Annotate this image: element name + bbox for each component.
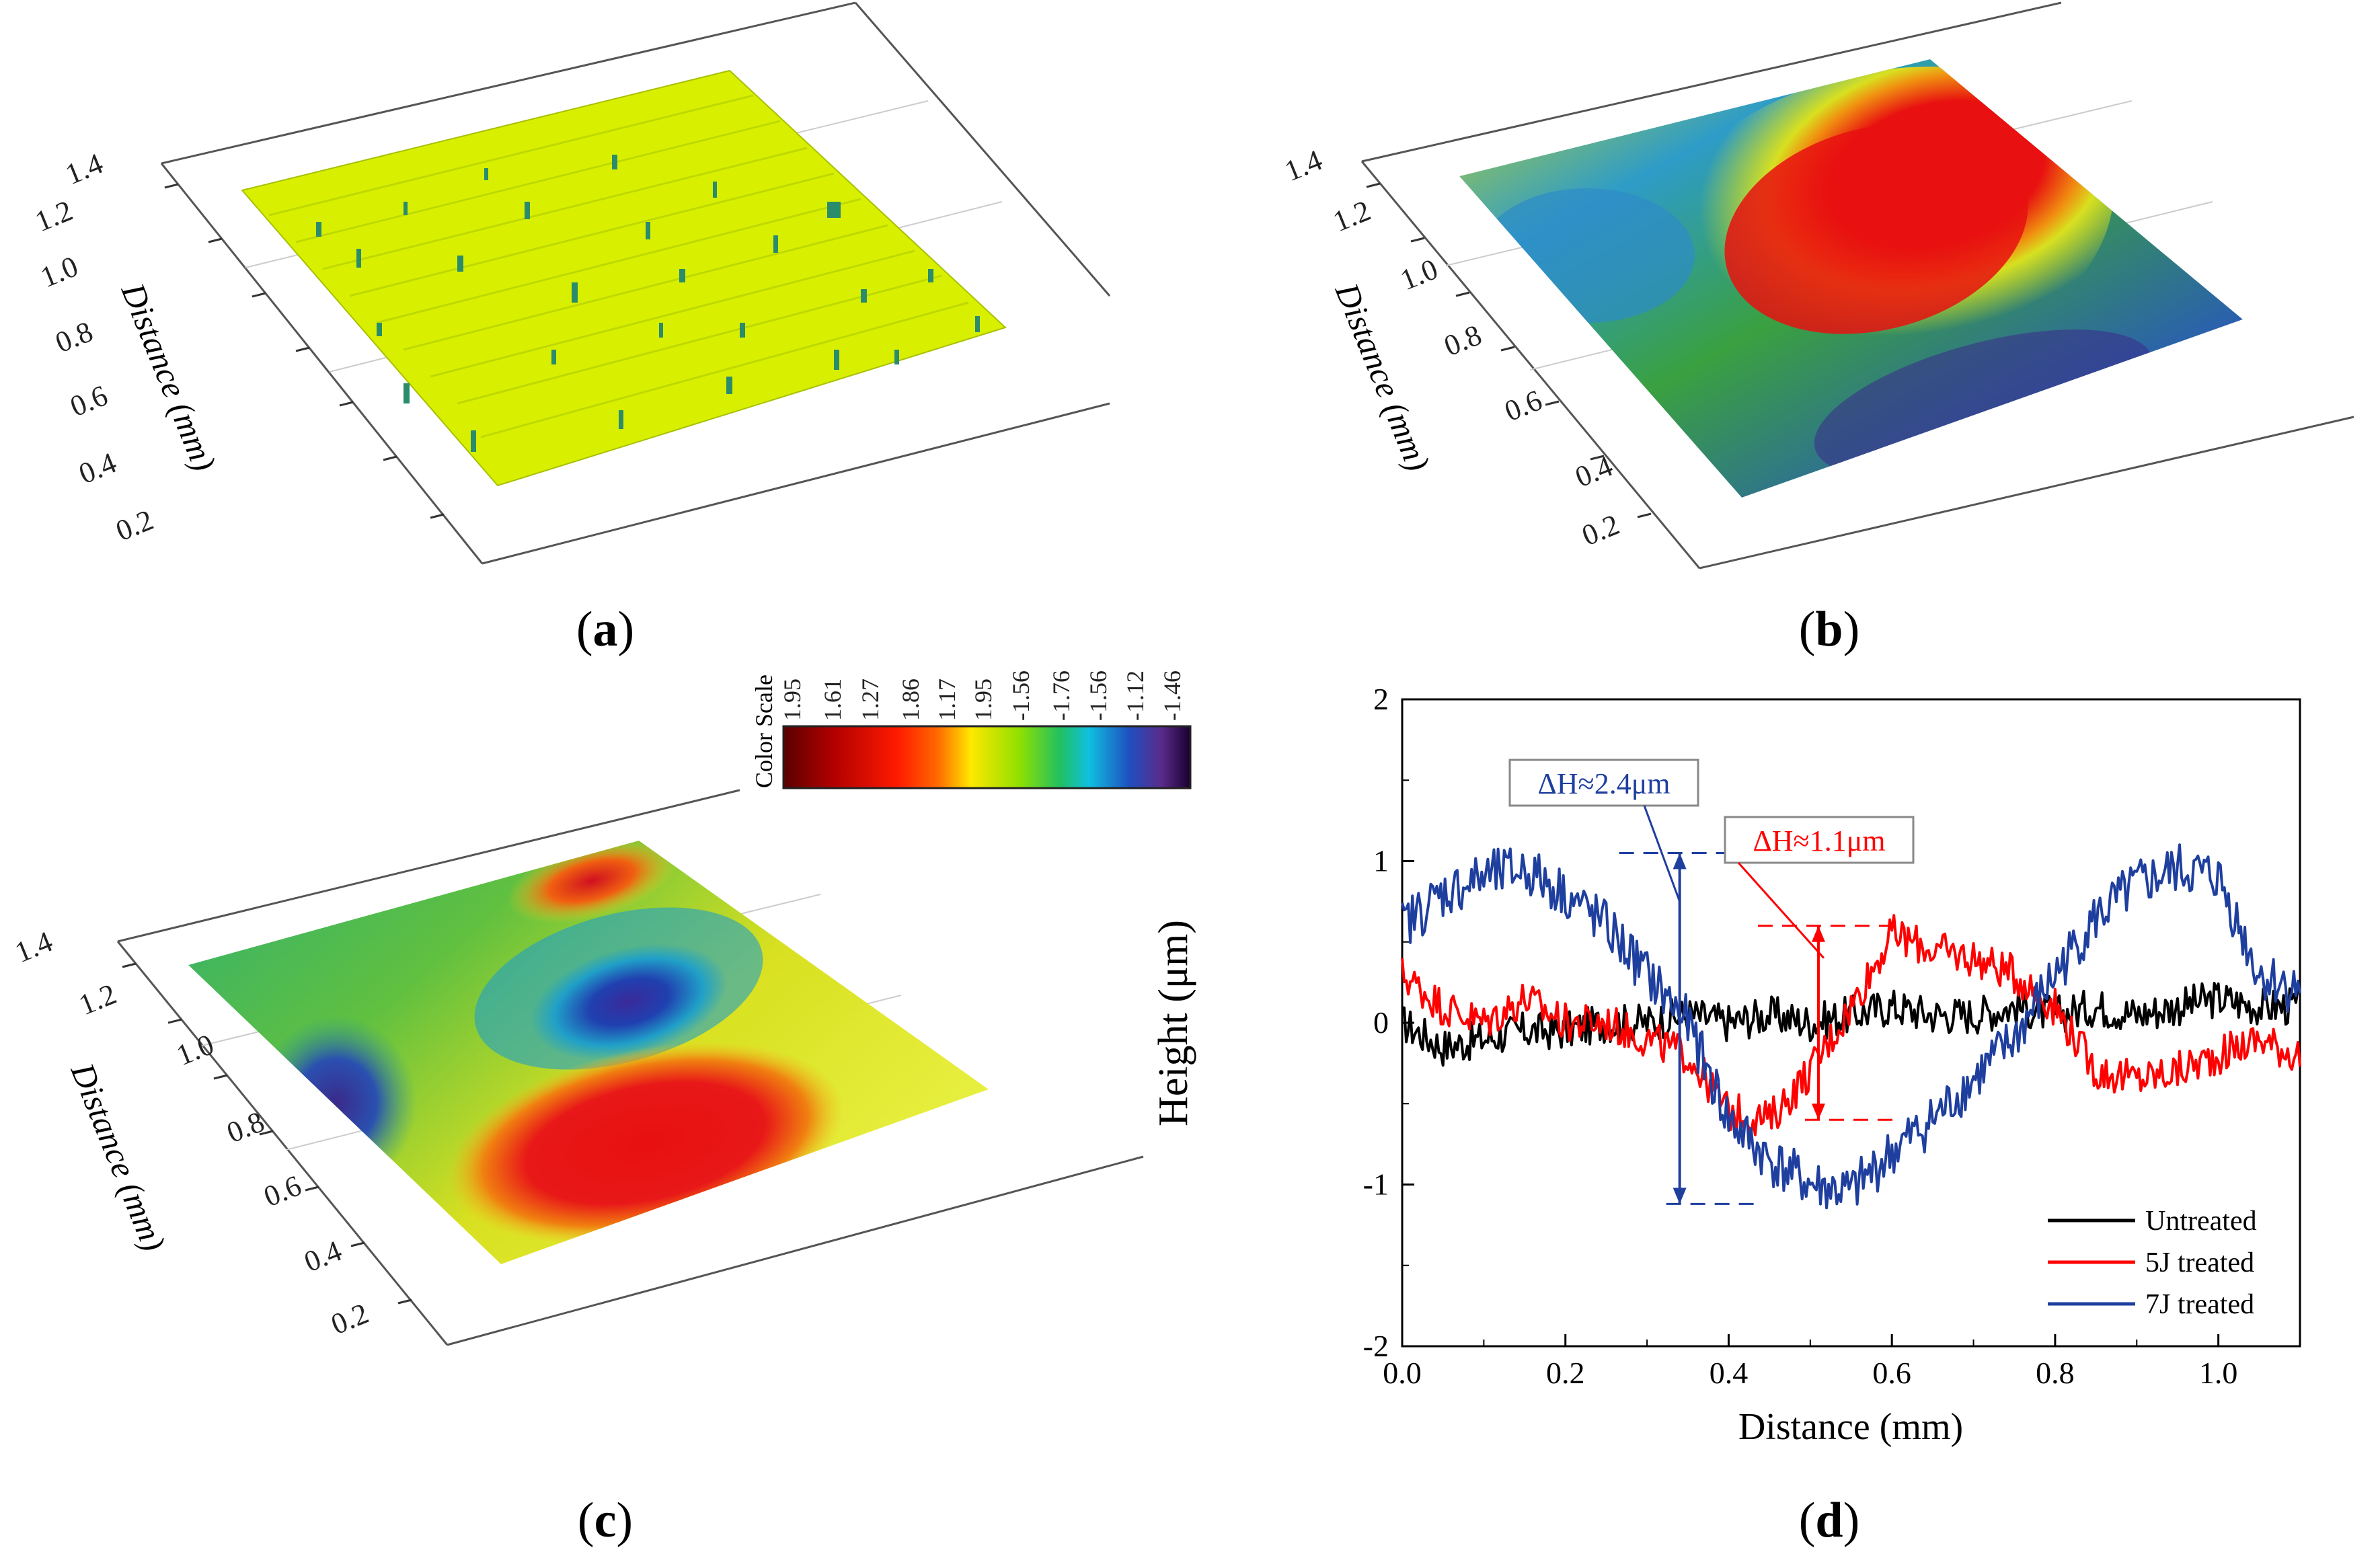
panel-b-tick-label: 0.2 xyxy=(1577,508,1623,552)
panel-d: 0.0 0.2 0.4 0.6 0.8 1.0 -2 -1 0 1 2 ΔH≈2.4μm ΔH≈1.1… xyxy=(1363,682,2301,1448)
panel-a-tick-label: 1.2 xyxy=(30,194,77,238)
panel-a-tick-label: 0.2 xyxy=(111,503,157,547)
y-tick-label: 1 xyxy=(1373,844,1389,878)
legend-label-untreated: Untreated xyxy=(2145,1206,2257,1237)
panel-a-tick-label: 0.4 xyxy=(74,446,120,490)
panel-c-frame xyxy=(116,789,1144,1346)
color-scale-value: 1.27 xyxy=(857,679,884,721)
series-line-1 xyxy=(1401,914,2301,1136)
panel-b: 0.2 0.4 0.6 0.8 1.0 1.2 1.4 Distance (mm… xyxy=(1280,1,2354,570)
color-scale-title: Color Scale xyxy=(751,674,777,788)
panel-b-tick-label: 1.0 xyxy=(1395,252,1442,297)
panel-b-tick-label: 0.6 xyxy=(1500,383,1546,428)
panel-d-annotations: ΔH≈2.4μm ΔH≈1.1μm xyxy=(1508,759,1915,1205)
panel-b-tick-label: 0.8 xyxy=(1439,318,1486,362)
color-scale-value: 1.17 xyxy=(933,679,960,721)
color-scale-value: 1.95 xyxy=(970,679,997,721)
panel-d-x-axis-label: Distance (mm) xyxy=(1738,1406,1963,1448)
x-tick-label: 0.2 xyxy=(1546,1356,1585,1390)
panel-a-surface-texture xyxy=(268,94,969,438)
panel-b-frame xyxy=(1360,1,2354,570)
height-axis-label: Height (μm) xyxy=(1151,920,1196,1126)
panel-c-tick-label: 1.4 xyxy=(10,925,56,969)
panel-d-ticks: 0.0 0.2 0.4 0.6 0.8 1.0 -2 -1 0 1 2 xyxy=(1363,682,2301,1390)
panel-c-tick-label: 0.8 xyxy=(222,1105,268,1149)
panel-a-tick-label: 0.8 xyxy=(50,315,97,359)
dh-leader-0 xyxy=(1643,805,1681,902)
panel-a-surface xyxy=(241,69,1007,487)
legend-label-5j: 5J treated xyxy=(2145,1247,2254,1278)
panel-a-tick-label: 0.6 xyxy=(65,379,112,423)
y-tick-label: 0 xyxy=(1373,1005,1389,1040)
x-tick-label: 0.4 xyxy=(1710,1356,1749,1390)
panel-c-tick-label: 1.2 xyxy=(74,977,120,1021)
color-scale-value: -1.12 xyxy=(1122,670,1149,721)
dh-label-box-0 xyxy=(1508,759,1699,807)
panel-d-series xyxy=(1401,843,2301,1210)
panel-c: 0.2 0.4 0.6 0.8 1.0 1.2 1.4 Distance (mm… xyxy=(10,789,1144,1346)
dh-arrowhead-top-0 xyxy=(1673,853,1687,869)
panel-label-b: (b) xyxy=(1799,602,1859,657)
panel-label-a: (a) xyxy=(576,602,634,657)
legend-label-7j: 7J treated xyxy=(2145,1289,2254,1320)
series-line-2 xyxy=(1401,843,2301,1210)
color-scale-value: -1.76 xyxy=(1048,670,1075,721)
color-scale: Color Scale 1.95 1.61 1.27 1.86 1.17 1.9… xyxy=(751,670,1196,1126)
panel-b-tick-label: 1.2 xyxy=(1328,194,1375,238)
panel-b-y-ticks xyxy=(1366,182,1652,518)
color-scale-value: 1.86 xyxy=(897,679,924,721)
x-tick-label: 0.0 xyxy=(1383,1356,1422,1390)
dh-label-box-1 xyxy=(1724,816,1915,864)
x-tick-label: 0.6 xyxy=(1872,1356,1911,1390)
panel-a-axis-label: Distance (mm) xyxy=(114,277,223,476)
color-scale-value: 1.95 xyxy=(779,679,806,721)
panel-a-y-ticks xyxy=(164,183,445,519)
color-scale-bar xyxy=(782,725,1192,789)
dh-arrowhead-top-1 xyxy=(1811,925,1825,942)
color-scale-value: -1.46 xyxy=(1159,670,1186,721)
y-tick-label: 2 xyxy=(1373,682,1389,716)
panel-a-pits xyxy=(316,155,980,452)
panel-d-legend: Untreated 5J treated 7J treated xyxy=(2048,1206,2257,1320)
color-scale-value: -1.56 xyxy=(1007,670,1034,721)
dh-arrowhead-bottom-0 xyxy=(1673,1188,1687,1204)
panel-b-tick-label: 1.4 xyxy=(1280,143,1326,188)
dh-label-0: ΔH≈2.4μm xyxy=(1537,767,1670,800)
panel-a-frame xyxy=(160,1,1111,565)
panel-b-tick-label: 0.4 xyxy=(1570,449,1617,494)
panel-a-tick-label: 1.0 xyxy=(36,249,82,294)
x-tick-label: 0.8 xyxy=(2036,1356,2075,1390)
color-scale-value: 1.61 xyxy=(819,679,846,721)
dh-arrowhead-bottom-1 xyxy=(1811,1103,1825,1120)
panel-b-axis-label: Distance (mm) xyxy=(1328,277,1437,476)
color-scale-values: 1.95 1.61 1.27 1.86 1.17 1.95 -1.56 -1.7… xyxy=(779,670,1186,721)
panel-c-tick-label: 0.6 xyxy=(259,1169,305,1213)
y-tick-label: -2 xyxy=(1363,1329,1389,1363)
panel-c-tick-label: 0.2 xyxy=(326,1296,373,1341)
panel-c-tick-label: 0.4 xyxy=(299,1234,346,1278)
panel-label-d: (d) xyxy=(1799,1493,1859,1548)
y-tick-label: -1 xyxy=(1363,1167,1389,1202)
dh-leader-1 xyxy=(1737,861,1825,959)
panel-a: 0.2 0.4 0.6 0.8 1.0 1.2 1.4 Distance (mm… xyxy=(30,1,1111,565)
dh-label-1: ΔH≈1.1μm xyxy=(1753,824,1885,857)
panel-a-tick-label: 1.4 xyxy=(61,147,107,191)
panel-c-y-ticks xyxy=(122,962,412,1305)
panel-label-c: (c) xyxy=(578,1493,633,1548)
panel-c-axis-label: Distance (mm) xyxy=(63,1057,173,1256)
x-tick-label: 1.0 xyxy=(2199,1356,2238,1390)
color-scale-value: -1.56 xyxy=(1085,670,1112,721)
panel-c-tick-label: 1.0 xyxy=(171,1028,218,1072)
